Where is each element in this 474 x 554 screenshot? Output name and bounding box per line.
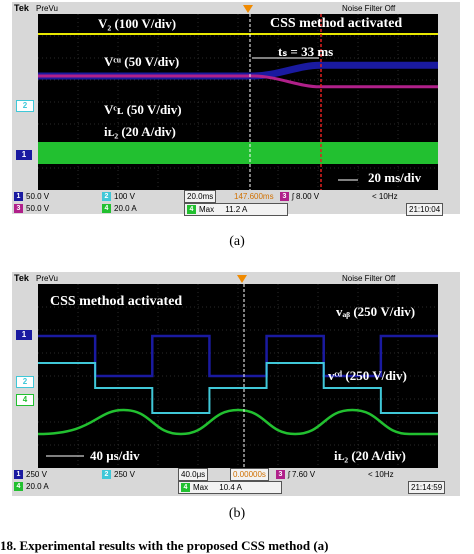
clock-readout: 21:10:04	[406, 203, 444, 216]
plot-area-b: CSS method activated vₐᵦ (250 V/div) vᶜᵈ…	[38, 284, 438, 468]
ch1-readout: 1 250 V	[14, 469, 47, 480]
delay-readout: 147.600ms	[234, 192, 274, 201]
ch4-readout: 4 20.0 A	[14, 481, 49, 492]
vcu-label: Vᶜᵘ (50 V/div)	[104, 54, 180, 69]
ch2-readout: 2 250 V	[102, 469, 135, 480]
channel-2-marker: 2	[16, 100, 34, 112]
timebase-annotation: 40 μs/div	[90, 448, 140, 463]
trigger-position-icon	[237, 275, 247, 283]
v2-label: V₂ (100 V/div)	[98, 16, 177, 31]
mode-label: PreVu	[36, 274, 58, 283]
ch3-readout: 3 50.0 V	[14, 203, 49, 214]
series-il2-band	[38, 142, 438, 164]
noise-filter-label: Noise Filter Off	[342, 274, 396, 283]
ch1-readout: 1 50.0 V	[14, 191, 49, 202]
css-activated-label: CSS method activated	[270, 16, 403, 31]
timebase-readout: 20.0ms	[184, 190, 217, 203]
il2-label: iʟ₂ (20 A/div)	[334, 448, 406, 463]
ts-label: tₛ = 33 ms	[278, 44, 334, 59]
delay-readout: 0.00000s	[230, 468, 269, 481]
brand-label: Tek	[14, 3, 29, 13]
max-readout: 4 Max 10.4 A	[178, 481, 282, 494]
figure-caption: 18. Experimental results with the propos…	[0, 538, 329, 553]
timebase-readout: 40.0μs	[178, 468, 209, 481]
mode-label: PreVu	[36, 4, 58, 13]
oscilloscope-panel-a: Tek PreVu Noise Filter Off 2 1 V₂ (100 V…	[12, 2, 460, 216]
scope-header: Tek PreVu Noise Filter Off	[12, 272, 460, 286]
caption-a: (a)	[229, 234, 245, 249]
channel-1-marker: 1	[16, 150, 32, 160]
vab-label: vₐᵦ (250 V/div)	[336, 304, 416, 319]
bandwidth-readout: < 10Hz	[372, 192, 398, 201]
vcd-label: vᶜᵈ (250 V/div)	[328, 368, 407, 383]
bandwidth-readout: < 10Hz	[368, 470, 394, 479]
brand-label: Tek	[14, 273, 29, 283]
max-readout: 4 Max 11.2 A	[184, 203, 288, 216]
scope-header: Tek PreVu Noise Filter Off	[12, 2, 460, 16]
vcl-label: Vᶜʟ (50 V/div)	[104, 102, 182, 117]
caption-b: (b)	[228, 506, 246, 521]
series-vcd-trace	[38, 362, 438, 414]
timebase-annotation: 20 ms/div	[368, 170, 422, 185]
clock-readout: 21:14:59	[408, 481, 446, 494]
series-il2-trace	[38, 408, 438, 436]
ch4-readout: 4 20.0 A	[102, 203, 137, 214]
trigger-position-icon	[243, 5, 253, 13]
channel-1-marker: 1	[16, 330, 32, 340]
noise-filter-label: Noise Filter Off	[342, 4, 396, 13]
series-vab-trace	[38, 334, 438, 378]
oscilloscope-panel-b: Tek PreVu Noise Filter Off 1 2 4 CSS met…	[12, 272, 460, 496]
series-vcl-trace	[38, 74, 438, 89]
css-activated-label: CSS method activated	[50, 294, 183, 309]
channel-2-marker: 2	[16, 376, 34, 388]
il2-label: iʟ₂ (20 A/div)	[104, 124, 176, 139]
channel-4-marker: 4	[16, 394, 34, 406]
waveform-canvas-b	[38, 284, 438, 468]
status-bar-a: 1 50.0 V 2 100 V 3 50.0 V 4 20.0 A 20.0ms 14…	[12, 190, 460, 216]
ch2-readout: 2 100 V	[102, 191, 135, 202]
waveform-canvas-a	[38, 14, 438, 190]
plot-area-a: V₂ (100 V/div) CSS method activated tₛ =…	[38, 14, 438, 190]
